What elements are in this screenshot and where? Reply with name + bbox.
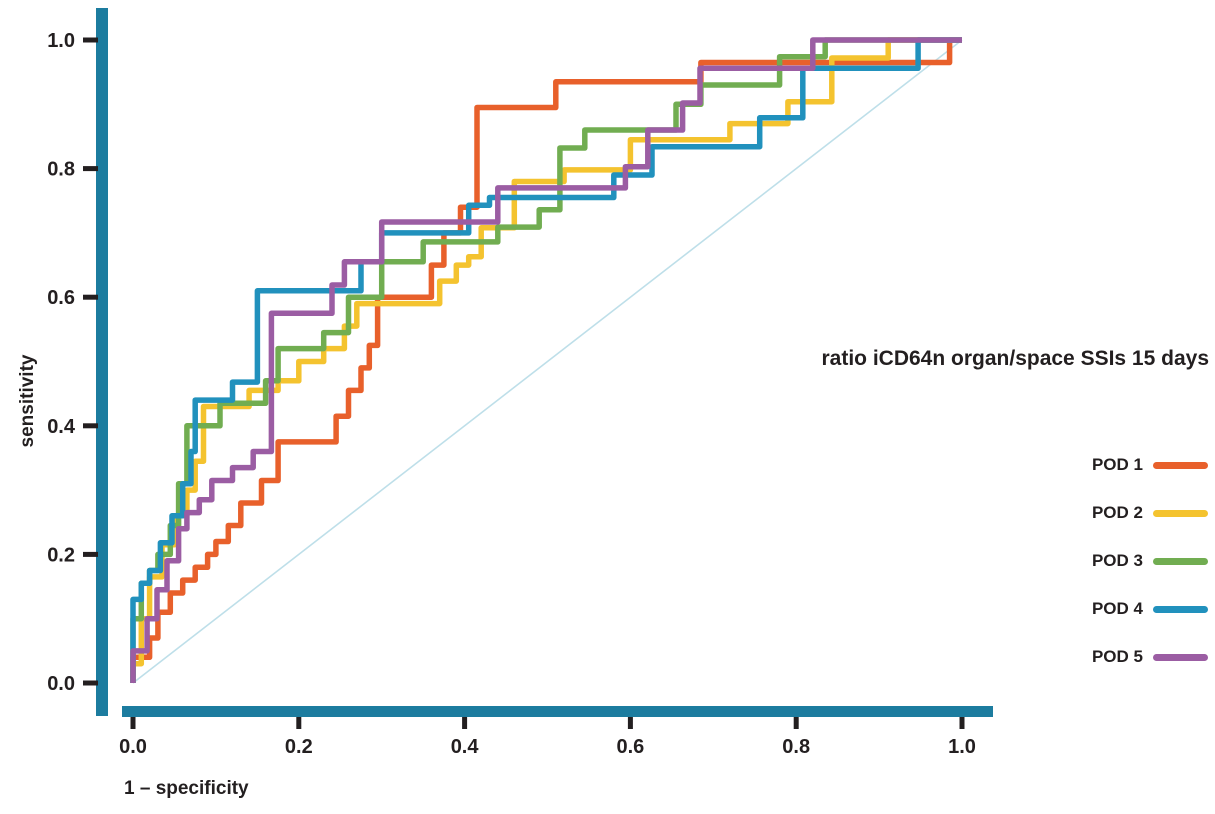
y-tick-label: 0.2 xyxy=(47,544,75,566)
y-axis-bar xyxy=(96,8,108,716)
y-tick xyxy=(83,551,98,557)
x-axis-bar xyxy=(122,706,993,717)
x-tick-label: 0.4 xyxy=(451,736,480,758)
x-tick-label: 1.0 xyxy=(948,736,976,758)
legend-label: POD 2 xyxy=(1091,503,1143,522)
legend-label: POD 4 xyxy=(1091,599,1143,618)
legend-item-pod-2: POD 2 xyxy=(1078,489,1208,537)
legend-item-pod-4: POD 4 xyxy=(1078,585,1208,633)
legend-item-pod-1: POD 1 xyxy=(1078,441,1208,489)
chart-title: ratio iCD64n organ/space SSIs 15 days xyxy=(821,347,1210,370)
chance-diagonal-line xyxy=(132,39,963,684)
legend-label: POD 1 xyxy=(1091,455,1143,474)
x-tick xyxy=(793,717,799,729)
x-tick-label: 0.8 xyxy=(782,736,810,758)
y-tick-label: 1.0 xyxy=(47,30,75,52)
y-tick-label: 0.0 xyxy=(47,673,75,695)
x-tick xyxy=(462,717,468,729)
legend-label: POD 5 xyxy=(1091,647,1143,666)
legend-label: POD 3 xyxy=(1091,551,1143,570)
x-axis-label: 1 – specificity xyxy=(124,778,249,799)
x-tick-label: 0.2 xyxy=(285,736,313,758)
x-tick-label: 0.0 xyxy=(119,736,147,758)
legend-line-swatch xyxy=(1153,605,1208,613)
x-tick xyxy=(296,717,302,729)
y-axis-label: sensitivity xyxy=(17,354,38,448)
y-tick-label: 0.4 xyxy=(47,416,76,438)
y-tick xyxy=(83,680,98,686)
legend-line-swatch xyxy=(1153,461,1208,469)
roc-curve-pod-4 xyxy=(130,37,962,683)
x-tick xyxy=(627,717,633,729)
y-tick-label: 0.6 xyxy=(47,287,75,309)
legend-line-swatch xyxy=(1153,509,1208,517)
legend-line-swatch xyxy=(1153,653,1208,661)
legend-item-pod-3: POD 3 xyxy=(1078,537,1208,585)
legend: POD 1 POD 2 POD 3 POD 4 POD 5 xyxy=(1078,441,1208,681)
legend-item-pod-5: POD 5 xyxy=(1078,633,1208,681)
legend-line-swatch xyxy=(1153,557,1208,565)
x-tick-label: 0.6 xyxy=(616,736,644,758)
x-tick xyxy=(130,717,136,729)
x-tick xyxy=(959,717,965,729)
y-tick xyxy=(83,166,98,172)
roc-curve-pod-5 xyxy=(130,37,962,683)
y-tick xyxy=(83,37,98,43)
y-tick xyxy=(83,294,98,300)
y-tick-label: 0.8 xyxy=(47,159,75,181)
y-tick xyxy=(83,423,98,429)
